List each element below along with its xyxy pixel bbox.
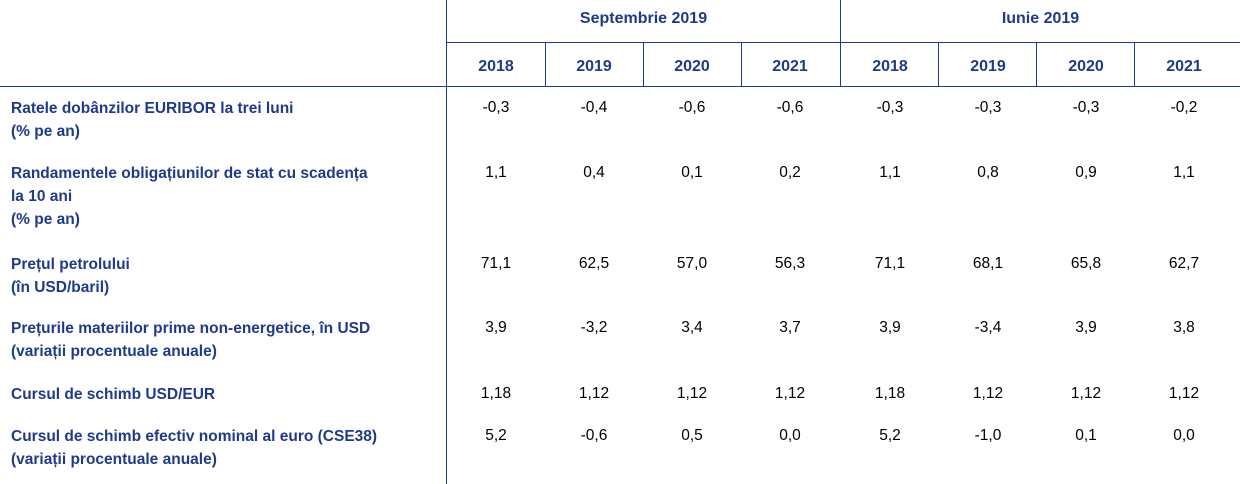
year-header: 2020 [674,58,710,75]
year-header: 2018 [478,58,514,75]
value-cell: 1,12 [972,385,1004,402]
value-cell: 62,5 [578,255,610,272]
year-header: 2020 [1068,58,1104,75]
value-cell: -0,6 [580,427,608,444]
value-cell: 3,7 [779,319,801,336]
row-label: Cursul de schimb USD/EUR [11,386,216,403]
row-label: Ratele dobânzilor EURIBOR la trei luni (%… [11,100,294,140]
value-cell: 5,2 [879,427,901,444]
year-header: 2019 [576,58,612,75]
value-cell: 0,8 [977,164,999,181]
value-cell: 0,0 [779,427,801,444]
value-cell: 0,5 [681,427,703,444]
year-header: 2019 [970,58,1006,75]
table-divider-year [1036,43,1037,87]
value-cell: 5,2 [485,427,507,444]
table-divider-year [545,43,546,87]
value-cell: -1,0 [974,427,1002,444]
value-cell: -0,3 [1072,99,1100,116]
value-cell: -0,2 [1170,99,1198,116]
value-cell: 1,18 [480,385,512,402]
table-divider-year [1134,43,1135,87]
value-cell: 3,8 [1173,319,1195,336]
header-separator [446,42,1240,43]
value-cell: -3,4 [974,319,1002,336]
year-header: 2018 [872,58,908,75]
table-divider-year [938,43,939,87]
value-cell: 1,12 [1168,385,1200,402]
value-cell: -0,3 [974,99,1002,116]
value-cell: -0,6 [678,99,706,116]
header-bottom-rule [0,86,1240,87]
value-cell: 65,8 [1070,255,1102,272]
table-divider-year [643,43,644,87]
value-cell: 71,1 [480,255,512,272]
value-cell: 1,12 [578,385,610,402]
value-cell: 1,12 [774,385,806,402]
value-cell: 0,0 [1173,427,1195,444]
value-cell: 0,2 [779,164,801,181]
value-cell: 3,9 [1075,319,1097,336]
table-divider-year [741,43,742,87]
value-cell: 57,0 [676,255,708,272]
value-cell: 3,4 [681,319,703,336]
group-header-june-2019: Iunie 2019 [1001,10,1080,27]
value-cell: 0,1 [681,164,703,181]
value-cell: 1,12 [1070,385,1102,402]
row-label: Prețurile materiilor prime non-energetic… [11,320,371,360]
year-header: 2021 [772,58,808,75]
value-cell: -0,3 [876,99,904,116]
value-cell: 0,1 [1075,427,1097,444]
year-header: 2021 [1166,58,1202,75]
value-cell: -0,4 [580,99,608,116]
row-label: Cursul de schimb efectiv nominal al euro… [11,428,378,468]
value-cell: -0,6 [776,99,804,116]
value-cell: 3,9 [485,319,507,336]
value-cell: 1,1 [879,164,901,181]
table-divider-label-column [446,0,447,484]
value-cell: 0,9 [1075,164,1097,181]
group-header-september-2019: Septembrie 2019 [579,10,708,27]
value-cell: 1,1 [1173,164,1195,181]
value-cell: 68,1 [972,255,1004,272]
value-cell: 62,7 [1168,255,1200,272]
row-label: Randamentele obligațiunilor de stat cu s… [11,165,368,228]
value-cell: 56,3 [774,255,806,272]
value-cell: -3,2 [580,319,608,336]
value-cell: 1,1 [485,164,507,181]
value-cell: 1,18 [874,385,906,402]
value-cell: 0,4 [583,164,605,181]
value-cell: 3,9 [879,319,901,336]
value-cell: -0,3 [482,99,510,116]
table-divider-groups [840,0,841,87]
row-label: Prețul petrolului (în USD/baril) [11,256,130,296]
value-cell: 71,1 [874,255,906,272]
value-cell: 1,12 [676,385,708,402]
